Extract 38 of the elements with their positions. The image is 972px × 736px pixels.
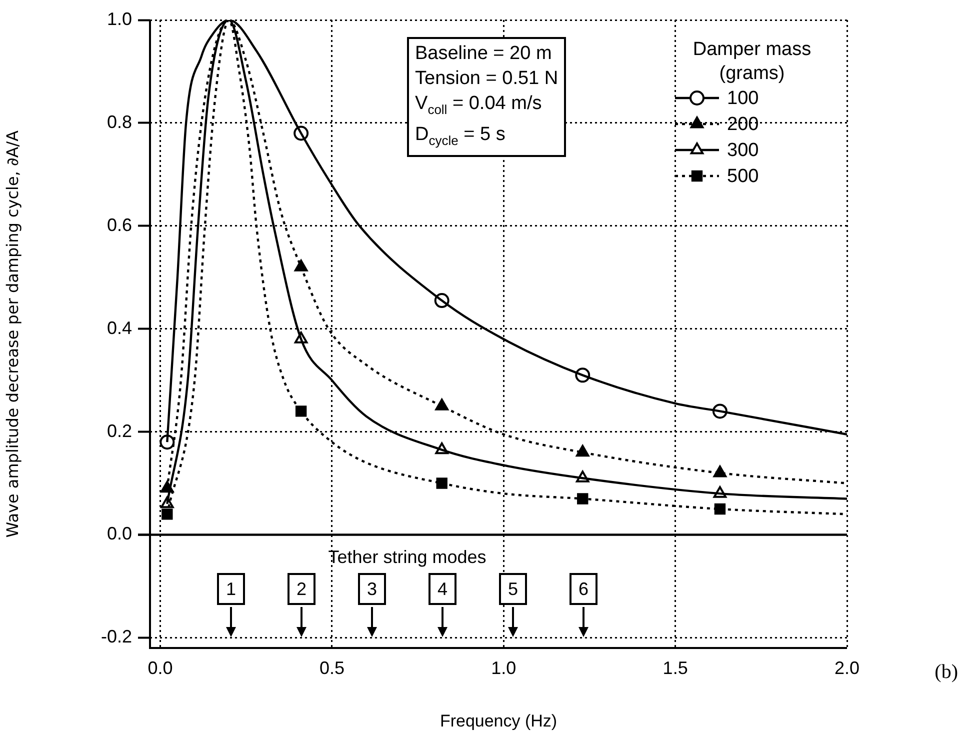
annotation: 1 (226, 578, 236, 599)
y-tick-label: 1.0 (106, 8, 132, 29)
y-tick-label: 0.6 (106, 214, 132, 235)
annotation: D$_{cycle}$ = 5 s (415, 122, 506, 150)
y-tick-label: 0.4 (106, 318, 132, 338)
y-tick-label: 0.0 (106, 524, 132, 544)
annotation: Baseline = 20 m (415, 42, 553, 66)
point (162, 508, 173, 520)
point (435, 398, 448, 410)
y-tick-label: -0.2 (100, 626, 132, 647)
annotation: 3 (366, 578, 378, 599)
x-tick-label: 1.0 (491, 658, 516, 678)
legend-label: 200 (727, 114, 759, 136)
annotation: 5 (508, 578, 518, 599)
x-tick-label: 1.5 (662, 658, 688, 678)
x-tick-label: 0.5 (319, 658, 344, 678)
y-tick-label: 0.2 (106, 420, 132, 441)
annotation: 2 (296, 578, 307, 599)
annotation: 4 (437, 578, 448, 599)
annotation: Tether string modes (328, 546, 486, 567)
point (436, 478, 448, 489)
annotation: V$_{coll}$ = 0.04 m/s (415, 92, 543, 119)
legend-title: Damper mass (grams) (692, 39, 812, 84)
legend-label: 300 (727, 140, 759, 162)
y-axis-title: Wave amplitude decrease per damping cycle, ∂A/A (2, 130, 22, 538)
point (576, 444, 590, 457)
legend-label: 500 (727, 166, 759, 188)
point (577, 493, 588, 504)
point (294, 260, 308, 272)
x-tick-label: 2.0 (834, 658, 860, 678)
annotation: 6 (578, 578, 589, 599)
annotation: Tension = 0.51 N (415, 67, 558, 91)
legend-label: 100 (727, 88, 759, 110)
point (295, 406, 307, 417)
y-tick-label: 0.8 (106, 112, 132, 132)
x-axis-title: Frequency (Hz) (440, 711, 558, 730)
text: (b) (934, 661, 958, 684)
x-tick-label: 0.0 (148, 658, 173, 678)
